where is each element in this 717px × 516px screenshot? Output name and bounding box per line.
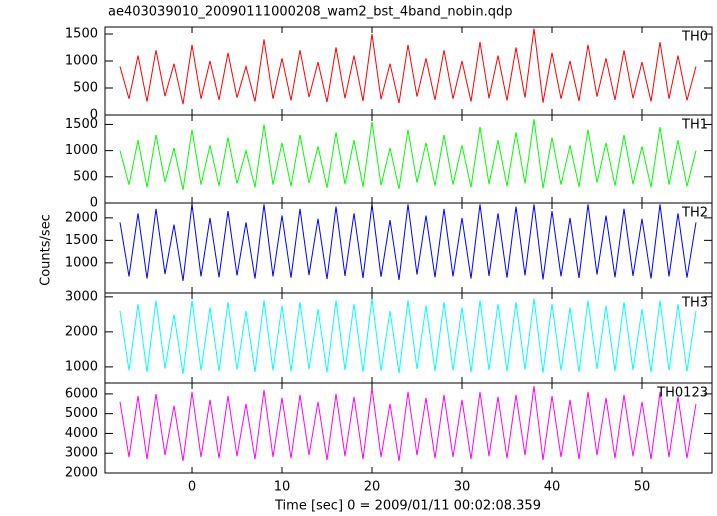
light-curve [119,28,697,105]
y-tick-label: 500 [73,169,98,184]
panel-label: TH0 [681,30,708,45]
light-curve [119,119,697,191]
panel-frame [104,382,713,474]
y-tick-label: 1000 [65,255,98,270]
panel-label: TH2 [681,206,708,221]
light-curve [119,204,697,281]
y-tick-label: 5000 [65,406,98,421]
y-tick-label: 1000 [65,359,98,374]
x-tick-label: 50 [634,480,651,495]
y-tick-label: 2000 [65,324,98,339]
chart-title: ae403039010_20090111000208_wam2_bst_4ban… [108,5,513,20]
y-tick-label: 1500 [65,233,98,248]
y-tick-label: 1500 [65,27,98,42]
y-tick-label: 1000 [65,54,98,69]
y-tick-label: 1000 [65,143,98,158]
y-tick-label: 4000 [65,426,98,441]
x-axis-label: Time [sec] 0 = 2009/01/11 00:02:08.359 [274,499,541,514]
y-tick-label: 2000 [65,466,98,481]
y-tick-label: 0 [90,196,98,211]
y-tick-label: 6000 [65,386,98,401]
light-curve [119,298,697,374]
x-tick-label: 10 [274,480,291,495]
x-tick-label: 20 [364,480,381,495]
panel-label: TH3 [681,296,708,311]
x-tick-label: 30 [454,480,471,495]
y-axis-label: Counts/sec [39,214,54,286]
y-tick-label: 3000 [65,446,98,461]
x-tick-label: 40 [544,480,561,495]
panel-frame [104,114,713,204]
y-tick-label: 0 [90,108,98,123]
panel-label: TH0123 [656,386,708,401]
panel-label: TH1 [681,118,708,133]
light-curve [119,385,697,462]
panel-frame [104,202,713,294]
y-tick-label: 500 [73,81,98,96]
x-tick-label: 0 [188,480,196,495]
y-tick-label: 2000 [65,210,98,225]
y-tick-label: 3000 [65,289,98,304]
y-tick-label: 1500 [65,117,98,132]
